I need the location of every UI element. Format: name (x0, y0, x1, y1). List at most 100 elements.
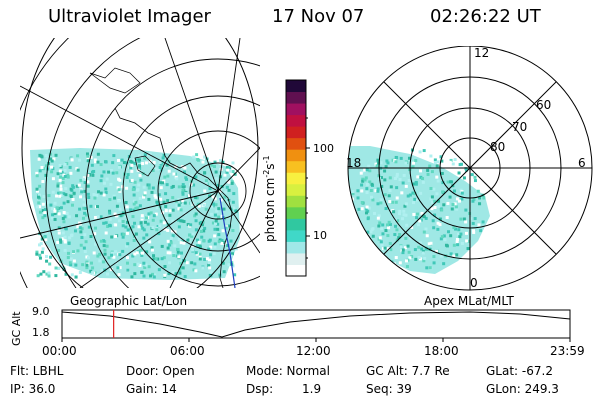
aurora-pixel (211, 195, 215, 199)
aurora-pixel (365, 182, 369, 186)
aurora-pixel (141, 226, 145, 230)
aurora-pixel (96, 160, 100, 164)
aurora-pixel (387, 194, 391, 198)
aurora-pixel (64, 227, 68, 231)
aurora-pixel (54, 274, 58, 278)
aurora-pixel (38, 256, 42, 260)
aurora-pixel (174, 272, 178, 276)
aurora-pixel (110, 253, 114, 257)
aurora-pixel (374, 189, 378, 193)
aurora-pixel (208, 258, 212, 262)
aurora-pixel (208, 266, 212, 270)
aurora-pixel (216, 222, 220, 226)
aurora-pixel (50, 165, 54, 169)
aurora-pixel (449, 234, 453, 238)
aurora-pixel (360, 189, 364, 193)
aurora-pixel (436, 160, 440, 164)
aurora-pixel (217, 215, 221, 219)
aurora-pixel (83, 189, 87, 193)
aurora-pixel (391, 158, 395, 162)
aurora-pixel (48, 262, 52, 266)
aurora-pixel (102, 181, 106, 185)
aurora-pixel (232, 206, 236, 210)
aurora-pixel (226, 243, 230, 247)
aurora-pixel (63, 162, 67, 166)
aurora-pixel (120, 186, 124, 190)
aurora-pixel (464, 208, 468, 212)
aurora-pixel (223, 217, 227, 221)
aurora-pixel (368, 180, 372, 184)
aurora-pixel (195, 244, 199, 248)
aurora-pixel (72, 191, 76, 195)
aurora-pixel (438, 217, 442, 221)
aurora-pixel (155, 228, 159, 232)
aurora-pixel (404, 161, 408, 165)
aurora-pixel (126, 256, 130, 260)
aurora-pixel (79, 195, 83, 199)
aurora-pixel (467, 239, 471, 243)
aurora-pixel (69, 194, 73, 198)
aurora-pixel (357, 237, 361, 241)
aurora-pixel (118, 253, 122, 257)
aurora-pixel (84, 213, 88, 217)
aurora-pixel (399, 156, 403, 160)
aurora-pixel (76, 154, 80, 158)
aurora-pixel (124, 225, 128, 229)
aurora-pixel (171, 271, 175, 275)
aurora-pixel (364, 176, 368, 180)
aurora-pixel (406, 244, 410, 248)
aurora-pixel (414, 159, 418, 163)
aurora-pixel (62, 211, 66, 215)
aurora-pixel (143, 193, 147, 197)
aurora-pixel (130, 178, 134, 182)
aurora-patch-magnetic (348, 146, 490, 274)
aurora-pixel (425, 234, 429, 238)
aurora-pixel (82, 206, 86, 210)
aurora-pixel (39, 242, 43, 246)
aurora-pixel (211, 178, 215, 182)
aurora-pixel (408, 193, 412, 197)
aurora-pixel (157, 167, 161, 171)
aurora-pixel (378, 256, 382, 260)
aurora-pixel (376, 216, 380, 220)
aurora-pixel (439, 237, 443, 241)
aurora-pixel (387, 226, 391, 230)
aurora-pixel (412, 212, 416, 216)
aurora-pixel (227, 180, 231, 184)
aurora-pixel (388, 189, 392, 193)
aurora-pixel (364, 211, 368, 215)
aurora-pixel (135, 158, 139, 162)
aurora-pixel (209, 253, 213, 257)
aurora-pixel (98, 252, 102, 256)
aurora-pixel (86, 154, 90, 158)
aurora-pixel (137, 183, 141, 187)
aurora-pixel (187, 194, 191, 198)
aurora-pixel (202, 229, 206, 233)
aurora-pixel (389, 248, 393, 252)
aurora-pixel (393, 176, 397, 180)
aurora-pixel (142, 185, 146, 189)
aurora-pixel (131, 188, 135, 192)
aurora-pixel (395, 196, 399, 200)
aurora-pixel (457, 171, 461, 175)
aurora-pixel (100, 174, 104, 178)
aurora-pixel (43, 214, 47, 218)
aurora-pixel (98, 259, 102, 263)
aurora-pixel (225, 165, 229, 169)
aurora-pixel (165, 163, 169, 167)
aurora-pixel (204, 207, 208, 211)
aurora-pixel (184, 176, 188, 180)
aurora-pixel (118, 189, 122, 193)
aurora-pixel (135, 251, 139, 255)
aurora-pixel (383, 169, 387, 173)
aurora-pixel (381, 247, 385, 251)
aurora-pixel (433, 158, 437, 162)
aurora-pixel (77, 221, 81, 225)
aurora-pixel (56, 184, 60, 188)
aurora-pixel (61, 237, 65, 241)
aurora-pixel (223, 173, 227, 177)
aurora-pixel (41, 202, 45, 206)
aurora-pixel (153, 273, 157, 277)
mlt-label-12: 12 (474, 46, 490, 60)
aurora-pixel (384, 165, 388, 169)
